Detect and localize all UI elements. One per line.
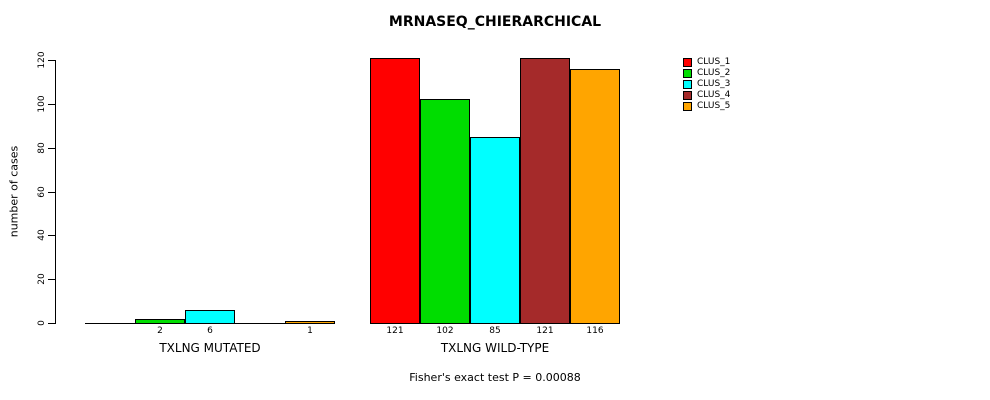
y-tick bbox=[48, 103, 55, 105]
legend-swatch bbox=[683, 80, 692, 89]
y-tick-label: 20 bbox=[37, 273, 47, 285]
legend-label: CLUS_5 bbox=[697, 101, 731, 111]
y-tick-label: 60 bbox=[37, 185, 47, 198]
bar-value-label: 121 bbox=[386, 326, 404, 336]
y-tick-label: 0 bbox=[37, 320, 47, 326]
legend-label: CLUS_3 bbox=[697, 79, 731, 89]
bar-value-label: 1 bbox=[307, 326, 313, 336]
group-label: TXLNG MUTATED bbox=[159, 341, 261, 355]
bar bbox=[370, 58, 420, 324]
bar bbox=[135, 319, 185, 324]
y-tick bbox=[48, 323, 55, 324]
legend-swatch bbox=[683, 58, 692, 67]
bar-value-label: 102 bbox=[436, 326, 454, 336]
y-tick bbox=[48, 191, 55, 193]
bar bbox=[420, 99, 470, 324]
bar bbox=[470, 137, 520, 324]
y-tick bbox=[48, 279, 55, 281]
y-tick bbox=[48, 60, 55, 61]
y-tick-label: 120 bbox=[37, 51, 47, 69]
y-tick bbox=[48, 235, 55, 237]
legend-label: CLUS_2 bbox=[697, 68, 731, 78]
bar-value-label: 2 bbox=[157, 326, 163, 336]
bar bbox=[285, 321, 335, 324]
legend-label: CLUS_4 bbox=[697, 90, 731, 100]
group-label: TXLNG WILD-TYPE bbox=[440, 341, 550, 355]
bar bbox=[520, 58, 570, 324]
y-tick bbox=[48, 147, 55, 149]
legend-swatch bbox=[683, 69, 692, 78]
y-tick-label: 40 bbox=[37, 229, 47, 242]
y-axis-line bbox=[55, 60, 56, 324]
legend-swatch bbox=[683, 102, 692, 111]
chart-title: MRNASEQ_CHIERARCHICAL bbox=[388, 14, 602, 30]
legend-swatch bbox=[683, 91, 692, 100]
bar bbox=[185, 310, 235, 324]
y-tick-label: 100 bbox=[37, 95, 47, 113]
bar-value-label: 121 bbox=[536, 326, 554, 336]
bar bbox=[570, 69, 620, 324]
legend-label: CLUS_1 bbox=[697, 57, 731, 67]
bar-value-label: 85 bbox=[489, 326, 501, 336]
y-tick-label: 80 bbox=[37, 141, 47, 154]
bar-value-label: 116 bbox=[586, 326, 604, 336]
y-axis-label: number of cases bbox=[7, 145, 21, 238]
bar-value-label: 6 bbox=[207, 326, 213, 336]
fisher-test-annotation: Fisher's exact test P = 0.00088 bbox=[409, 371, 581, 384]
